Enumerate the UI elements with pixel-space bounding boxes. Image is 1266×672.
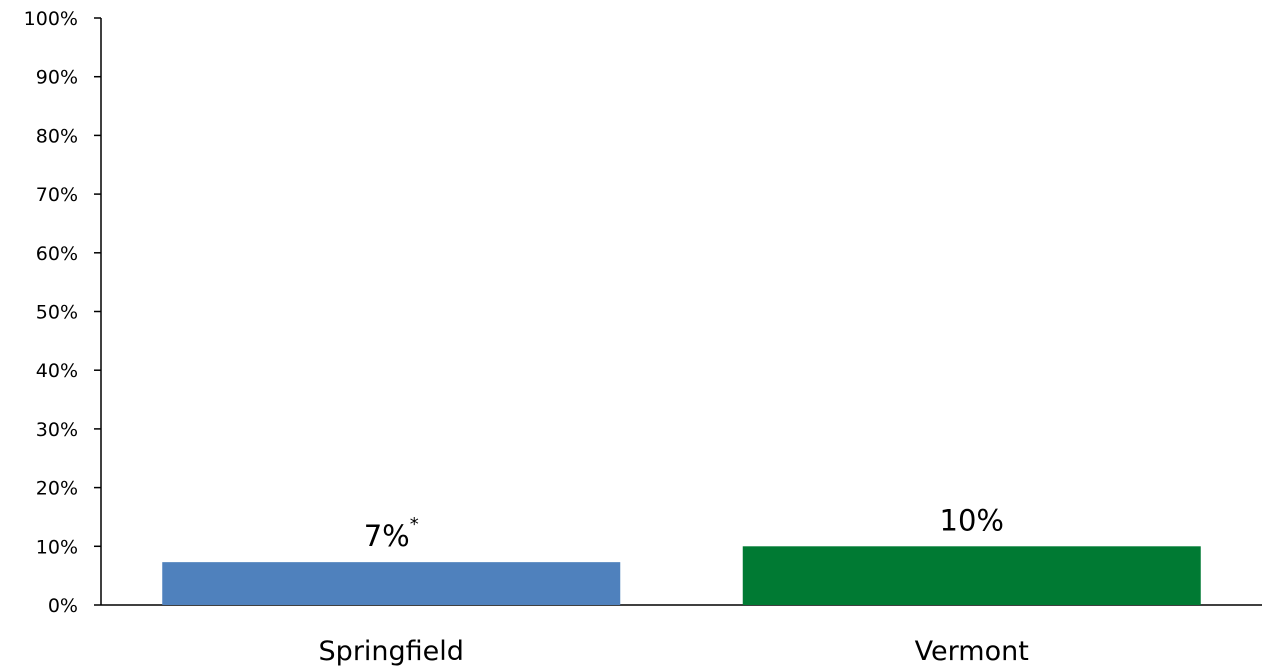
data-label-springfield: 7%* [364, 514, 419, 553]
data-labels: 7%* 10% [364, 503, 1004, 553]
bar-vermont [742, 546, 1201, 605]
category-labels: Springfield Vermont [319, 636, 1029, 667]
y-tick-label: 30% [36, 419, 78, 441]
category-label-vermont: Vermont [915, 636, 1029, 667]
y-tick-label: 10% [36, 536, 78, 558]
y-axis-ticks: 0% 10% 20% 30% 40% 50% 60% 70% 80% 90% 100% [24, 8, 101, 617]
y-tick-label: 60% [36, 243, 78, 265]
y-tick-label: 100% [24, 8, 78, 30]
y-tick-label: 20% [36, 478, 78, 500]
y-tick-label: 90% [36, 67, 78, 89]
data-label-vermont: 10% [940, 503, 1004, 537]
y-tick-label: 70% [36, 184, 78, 206]
y-tick-label: 80% [36, 125, 78, 147]
significance-marker: * [410, 514, 419, 535]
y-tick-label: 0% [48, 595, 78, 617]
y-tick-label: 40% [36, 360, 78, 382]
bar-springfield [162, 562, 621, 605]
category-label-springfield: Springfield [319, 636, 464, 667]
bars [162, 546, 1201, 605]
y-tick-label: 50% [36, 302, 78, 324]
